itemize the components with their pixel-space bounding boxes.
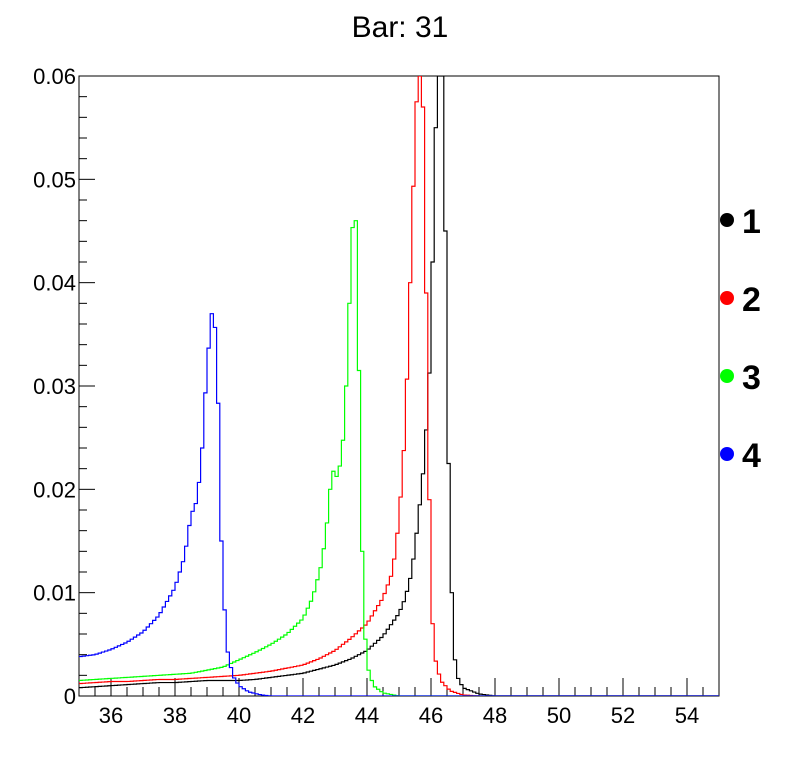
legend-marker-4	[720, 447, 734, 461]
series-3-line	[79, 220, 719, 696]
y-tick-label: 0.05	[33, 167, 76, 192]
series-layer	[79, 76, 719, 696]
legend-marker-1	[720, 213, 734, 227]
x-tick-label: 40	[227, 703, 251, 728]
x-tick-label: 52	[611, 703, 635, 728]
y-tick-label: 0	[64, 684, 76, 709]
series-1-line	[79, 76, 719, 696]
x-tick-label: 42	[291, 703, 315, 728]
plot-frame	[78, 75, 720, 697]
y-axis: 0 0.01 0.02 0.03 0.04 0.05 0.06	[33, 64, 95, 709]
y-tick-label: 0.02	[33, 477, 76, 502]
x-tick-label: 54	[675, 703, 699, 728]
legend-label-4: 4	[742, 437, 761, 475]
legend-label-3: 3	[742, 359, 761, 397]
y-tick-label: 0.06	[33, 64, 76, 89]
legend-marker-2	[720, 291, 734, 305]
x-tick-label: 48	[483, 703, 507, 728]
x-tick-label: 44	[355, 703, 379, 728]
y-tick-label: 0.04	[33, 271, 76, 296]
x-tick-label: 36	[99, 703, 123, 728]
x-tick-label: 50	[547, 703, 571, 728]
x-axis: 36 38 40 42 44 46 48 50 52 54	[78, 678, 720, 728]
series-2-line	[79, 76, 719, 696]
legend-marker-3	[720, 369, 734, 383]
legend-label-2: 2	[742, 281, 761, 319]
series-4-line	[79, 313, 719, 696]
legend-label-1: 1	[742, 203, 761, 241]
y-tick-label: 0.01	[33, 581, 76, 606]
x-tick-label: 46	[419, 703, 443, 728]
chart-title: Bar: 31	[352, 11, 449, 44]
x-tick-label: 38	[163, 703, 187, 728]
legend: 1 2 3 4	[720, 203, 761, 475]
y-tick-label: 0.03	[33, 374, 76, 399]
